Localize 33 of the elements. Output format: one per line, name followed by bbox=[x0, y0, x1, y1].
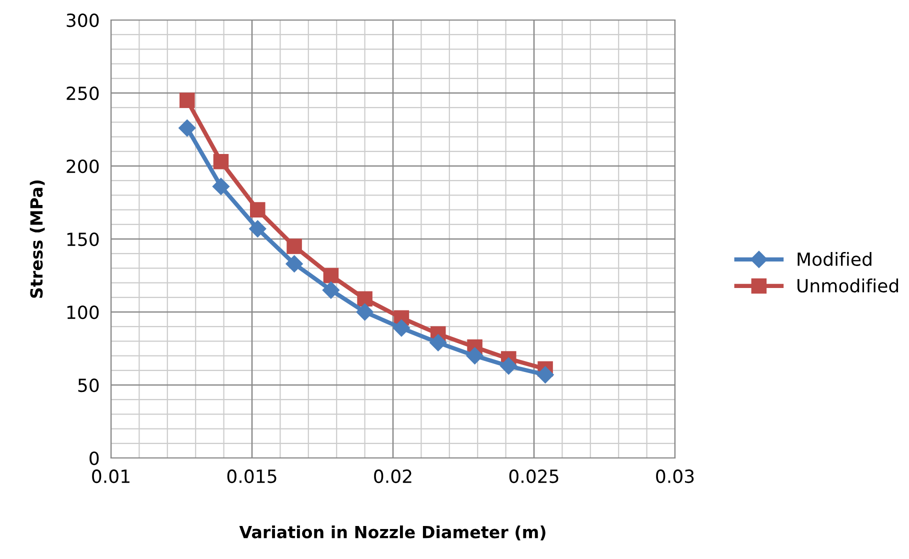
point bbox=[466, 347, 484, 364]
x-tick-label: 0.01 bbox=[92, 469, 130, 484]
y-tick-label: 0 bbox=[90, 451, 99, 466]
point bbox=[286, 238, 302, 254]
y-tick-label: 50 bbox=[78, 378, 99, 392]
point bbox=[213, 154, 229, 170]
point bbox=[250, 202, 266, 218]
y-tick-label: 250 bbox=[66, 86, 99, 100]
x-tick-label: 0.015 bbox=[227, 469, 276, 484]
point bbox=[323, 268, 339, 284]
x-axis-title: Variation in Nozzle Diameter (m) bbox=[239, 525, 546, 540]
y-axis-title: Stress (MPa) bbox=[30, 180, 45, 298]
y-tick-label: 300 bbox=[66, 13, 99, 28]
x-tick-label: 0.02 bbox=[374, 469, 412, 484]
x-tick-label: 0.03 bbox=[656, 469, 694, 484]
x-tick-label: 0.025 bbox=[509, 469, 558, 484]
y-tick-label: 150 bbox=[67, 232, 99, 246]
y-tick-label: 200 bbox=[66, 159, 99, 174]
point bbox=[178, 119, 196, 137]
point bbox=[249, 220, 266, 238]
y-tick-label: 100 bbox=[67, 305, 99, 320]
point bbox=[500, 357, 518, 375]
point bbox=[286, 255, 303, 272]
point bbox=[356, 303, 374, 321]
point bbox=[180, 92, 195, 108]
point bbox=[392, 320, 410, 337]
point bbox=[430, 334, 447, 352]
point bbox=[322, 282, 340, 299]
point bbox=[212, 178, 230, 195]
point bbox=[357, 291, 372, 306]
legend-label: Unmodified bbox=[798, 278, 898, 293]
legend-label: Modified bbox=[798, 252, 872, 266]
point bbox=[536, 366, 554, 384]
